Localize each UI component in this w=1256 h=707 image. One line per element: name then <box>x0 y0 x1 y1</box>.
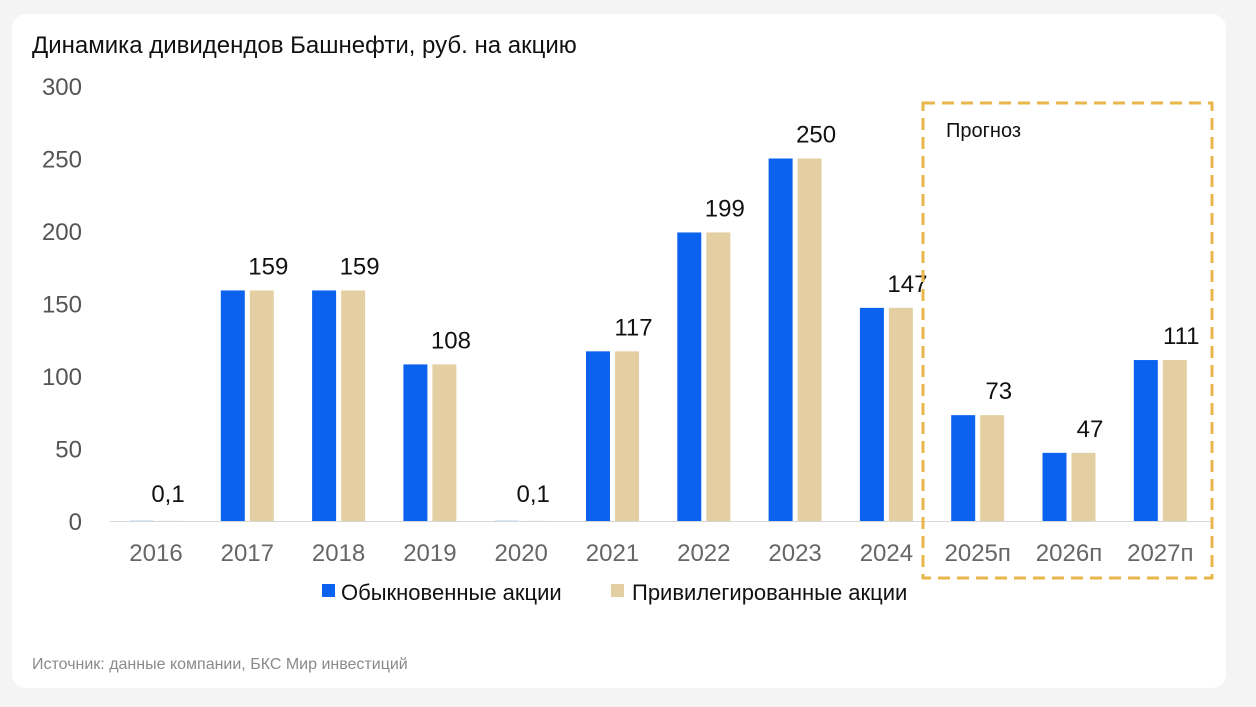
data-label-2023: 250 <box>796 122 836 149</box>
bar-preferred-2022 <box>706 232 731 521</box>
bars: 0,1 159 159 108 0,1 117 199 250 147 73 47 111 <box>129 122 1200 521</box>
data-label-2019: 108 <box>431 327 471 354</box>
legend: Обыкновенные акции Привилегированные акци… <box>322 580 907 605</box>
legend-label-preferred: Привилегированные акции <box>632 580 907 605</box>
bar-preferred-2027п <box>1162 360 1187 521</box>
bar-preferred-2026п <box>1071 452 1096 521</box>
bar-ordinary-2018 <box>312 290 337 521</box>
data-label-2025п: 73 <box>985 378 1012 405</box>
data-label-2024: 147 <box>887 271 927 298</box>
bar-ordinary-2021 <box>586 351 610 521</box>
source-note: Источник: данные компании, БКС Мир инвес… <box>32 656 408 673</box>
x-tick-label: 2017 <box>221 540 274 567</box>
y-tick-label: 200 <box>42 219 82 246</box>
bar-preferred-2019 <box>432 364 457 521</box>
x-tick-label: 2023 <box>768 540 821 567</box>
x-tick-label: 2024 <box>860 540 913 567</box>
bar-ordinary-2024 <box>859 307 884 521</box>
chart-card <box>12 14 1226 688</box>
x-tick-label: 2016 <box>129 540 182 567</box>
bar-ordinary-2026п <box>1042 452 1067 521</box>
legend-label-ordinary: Обыкновенные акции <box>341 580 562 605</box>
data-label-2022: 199 <box>705 195 745 222</box>
bar-ordinary-2025п <box>951 415 976 521</box>
y-tick-label: 150 <box>42 292 82 319</box>
x-tick-label: 2025п <box>945 540 1011 567</box>
y-tick-label: 50 <box>55 437 82 464</box>
y-tick-label: 250 <box>42 147 82 174</box>
x-tick-label: 2018 <box>312 540 365 567</box>
x-tick-label: 2026п <box>1036 540 1102 567</box>
bar-preferred-2024 <box>888 307 913 521</box>
bar-ordinary-2022 <box>677 232 702 521</box>
x-tick-label: 2022 <box>677 540 730 567</box>
legend-swatch-preferred <box>611 584 624 597</box>
bar-preferred-2025п <box>980 415 1005 521</box>
bar-preferred-2017 <box>249 290 274 521</box>
x-tick-label: 2021 <box>586 540 639 567</box>
x-axis: 2016 2017 2018 2019 2020 2021 2022 2023 2024 2025… <box>110 521 1210 567</box>
bar-ordinary-2017 <box>220 290 245 521</box>
bar-preferred-2023 <box>797 158 822 521</box>
data-label-2026п: 47 <box>1077 416 1104 443</box>
y-tick-label: 0 <box>69 509 82 536</box>
data-label-2027п: 111 <box>1163 323 1199 350</box>
legend-swatch-ordinary <box>322 584 335 597</box>
bar-ordinary-2027п <box>1133 360 1158 521</box>
bar-preferred-2018 <box>341 290 366 521</box>
data-label-2021: 117 <box>614 314 652 341</box>
y-tick-label: 300 <box>42 74 82 101</box>
forecast-frame <box>921 101 1214 580</box>
data-label-2020: 0,1 <box>517 481 550 508</box>
x-tick-label: 2019 <box>403 540 456 567</box>
x-tick-label: 2027п <box>1127 540 1193 567</box>
x-tick-label: 2020 <box>495 540 548 567</box>
data-label-2018: 159 <box>340 253 380 280</box>
chart-title: Динамика дивидендов Башнефти, руб. на ак… <box>32 32 577 59</box>
y-tick-label: 100 <box>42 364 82 391</box>
data-label-2017: 159 <box>248 253 288 280</box>
bar-ordinary-2023 <box>768 158 793 521</box>
y-axis: 0 50 100 150 200 250 300 <box>42 74 82 536</box>
bar-preferred-2021 <box>615 351 639 521</box>
forecast-label: Прогноз <box>946 120 1021 142</box>
bar-ordinary-2019 <box>403 364 428 521</box>
data-label-2016: 0,1 <box>151 481 184 508</box>
forecast-box: Прогноз <box>921 101 1214 580</box>
